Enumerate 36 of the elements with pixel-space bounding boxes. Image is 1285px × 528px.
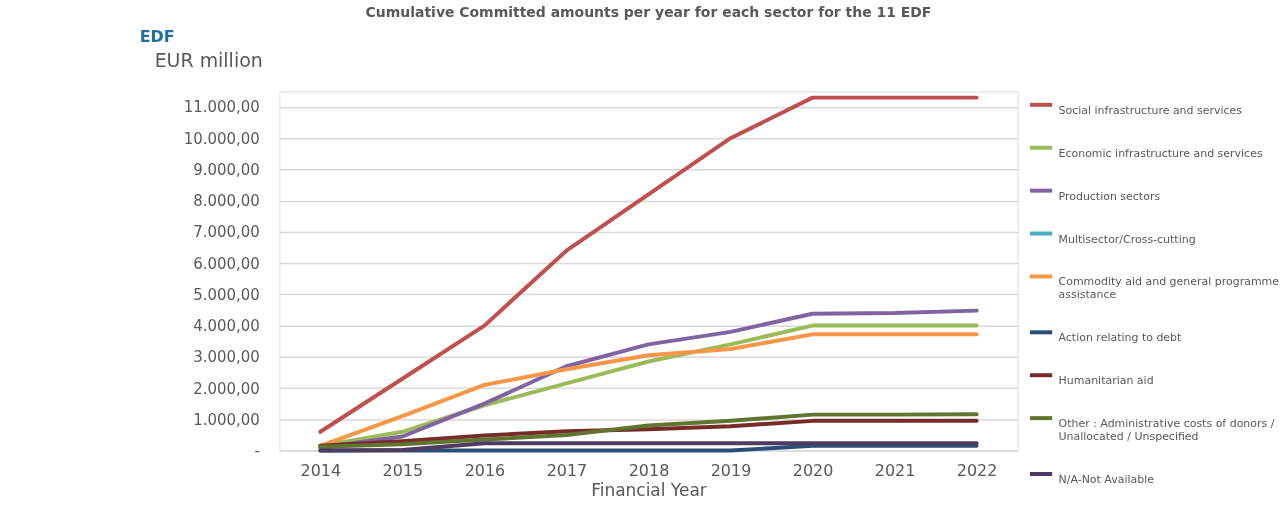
- y-tick-label: -: [254, 442, 260, 461]
- legend-label: Multisector/Cross-cutting: [1058, 232, 1196, 246]
- x-tick-label: 2017: [546, 460, 588, 480]
- x-axis-title: Financial Year: [591, 479, 707, 500]
- text: EDF: [139, 27, 175, 47]
- x-tick-label: 2018: [628, 460, 670, 480]
- legend-label: Production sectors: [1058, 189, 1161, 203]
- x-tick-label: 2022: [956, 460, 998, 480]
- chart-title: Cumulative Committed amounts per year for each sector for the 11 EDF: [365, 3, 932, 20]
- y-tick-label: 7.000,00: [193, 223, 260, 242]
- x-tick-label: 2020: [792, 460, 834, 480]
- legend-label: Other : Administrative costs of donors / Unallocated / Unspecified: [1058, 417, 1275, 444]
- y-tick-label: 2.000,00: [193, 379, 260, 398]
- y-tick-label: 6.000,00: [193, 254, 260, 273]
- y-tick-label: 10.000,00: [183, 129, 260, 148]
- x-tick-label: 2019: [710, 460, 752, 480]
- y-tick-label: 5.000,00: [193, 285, 260, 304]
- x-tick-label: 2021: [874, 460, 916, 480]
- x-tick-label: 2014: [300, 460, 342, 480]
- legend-label: Social infrastructure and services: [1058, 103, 1243, 117]
- y-tick-label: 3.000,00: [193, 348, 260, 367]
- y-tick-label: 9.000,00: [193, 160, 260, 179]
- y-axis-title: EUR million: [154, 49, 263, 72]
- x-tick-label: 2015: [382, 460, 424, 480]
- y-tick-label: 8.000,00: [193, 192, 260, 211]
- legend-label: Action relating to debt: [1058, 331, 1183, 345]
- legend-label: Economic infrastructure and services: [1058, 146, 1263, 160]
- y-tick-label: 4.000,00: [193, 317, 260, 336]
- line-series: [318, 95, 979, 434]
- y-tick-label: 11.000,00: [183, 98, 260, 117]
- y-tick-label: 1.000,00: [193, 410, 260, 429]
- legend-label: N/A-Not Available: [1058, 472, 1155, 486]
- legend-label: Commodity aid and general programme assistance: [1058, 275, 1280, 302]
- x-tick-label: 2016: [464, 460, 506, 480]
- legend-label: Humanitarian aid: [1058, 374, 1154, 388]
- line-series: [318, 412, 979, 449]
